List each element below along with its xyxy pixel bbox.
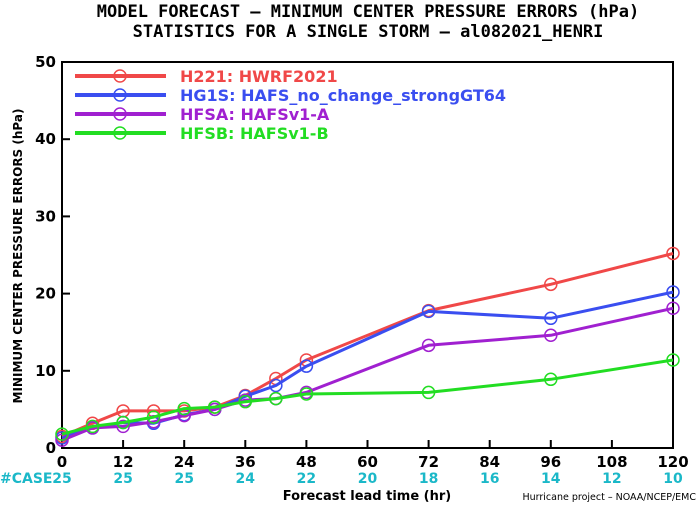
x-tick-label: 84	[479, 453, 500, 471]
x-tick-label: 0	[57, 453, 67, 471]
data-point	[85, 419, 100, 434]
case-count: 24	[236, 471, 256, 487]
data-point	[208, 400, 222, 414]
case-count: 25	[174, 471, 193, 487]
x-tick-label: 24	[174, 453, 195, 471]
case-count: 20	[358, 471, 378, 487]
y-tick-label: 30	[35, 207, 56, 225]
x-axis-label: Forecast lead time (hr)	[283, 489, 451, 504]
x-tick-label: 36	[235, 453, 256, 471]
case-count: 12	[602, 471, 621, 487]
data-point	[421, 304, 436, 319]
legend-swatch-marker	[113, 69, 127, 83]
data-point	[269, 391, 283, 406]
x-tick-label: 108	[596, 453, 627, 471]
data-point	[269, 378, 283, 393]
legend-entry-label: HFSB: HAFSv1-B	[180, 124, 329, 143]
series-layer	[55, 246, 680, 448]
data-point	[666, 246, 680, 261]
x-tick-label: 120	[657, 453, 688, 471]
data-point	[116, 419, 130, 434]
credit-text: Hurricane project – NOAA/NCEP/EMC	[522, 492, 696, 503]
data-point	[299, 387, 314, 401]
y-axis-label: MINIMUM CENTER PRESSURE ERRORS (hPa)	[11, 109, 25, 404]
y-tick-label: 50	[35, 53, 56, 71]
data-point	[146, 410, 161, 424]
series-line	[61, 358, 674, 436]
data-point	[55, 427, 69, 441]
x-tick-label: 72	[418, 453, 439, 471]
y-tick-label: 40	[35, 130, 56, 148]
legend-entry-label: HG1S: HAFS_no_change_strongGT64	[180, 86, 506, 105]
data-point	[177, 401, 191, 416]
case-count: 14	[541, 471, 561, 487]
legend-swatch-marker	[113, 107, 127, 121]
case-count: 10	[663, 471, 683, 487]
case-count: 18	[419, 471, 438, 487]
data-point	[544, 328, 558, 343]
case-label: #CASE	[0, 471, 53, 487]
x-tick-label: 60	[357, 453, 378, 471]
data-point	[55, 433, 69, 448]
case-count: 16	[480, 471, 499, 487]
data-point	[299, 359, 314, 373]
legend-swatch-marker	[113, 126, 127, 140]
chart-subtitle: STATISTICS FOR A SINGLE STORM – al082021…	[133, 22, 604, 42]
data-point	[544, 311, 558, 326]
data-point	[666, 285, 680, 299]
axes: 0 10 20 30 40 50 0 12 24 36 48 60 72 84 96 108 120	[35, 53, 689, 471]
case-counts: 25 25 25 24 22 20 18 16 14 12 10	[52, 471, 683, 487]
x-tick-label: 48	[296, 453, 317, 471]
data-point	[666, 353, 680, 367]
series-line	[61, 252, 674, 438]
case-count: 25	[113, 471, 132, 487]
x-tick-label: 12	[113, 453, 134, 471]
case-count: 22	[297, 471, 316, 487]
data-point	[421, 338, 436, 353]
legend-entry-label: HFSA: HAFSv1-A	[180, 105, 330, 124]
x-tick-label: 96	[540, 453, 561, 471]
data-point	[666, 301, 680, 316]
data-point	[421, 385, 436, 400]
legend-entry-label: H221: HWRF2021	[180, 67, 338, 86]
case-count: 25	[52, 471, 71, 487]
data-point	[238, 394, 253, 409]
plot-frame	[61, 61, 674, 449]
y-tick-label: 0	[46, 439, 56, 457]
y-tick-label: 20	[35, 285, 56, 303]
data-point	[544, 372, 558, 387]
chart-title: MODEL FORECAST – MINIMUM CENTER PRESSURE…	[97, 2, 639, 22]
data-point	[116, 415, 130, 430]
y-tick-label: 10	[35, 362, 56, 380]
data-point	[544, 277, 558, 292]
legend-swatch-marker	[113, 88, 127, 102]
